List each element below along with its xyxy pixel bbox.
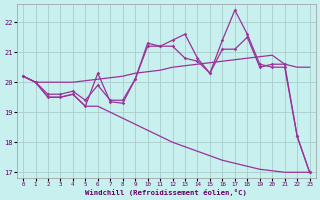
X-axis label: Windchill (Refroidissement éolien,°C): Windchill (Refroidissement éolien,°C) <box>85 189 247 196</box>
